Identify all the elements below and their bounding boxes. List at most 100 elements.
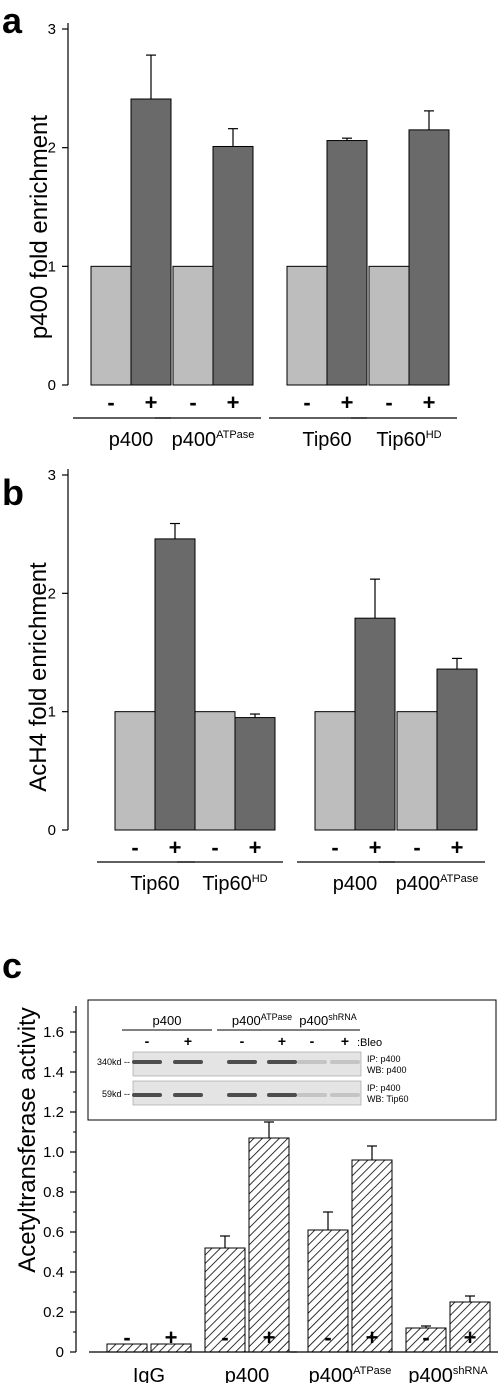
blot-band [297,1093,327,1097]
treatment-label: - [303,390,310,415]
bar [405,1327,447,1353]
group-label-superscript: ATPase [353,1365,391,1377]
y-tick-label: 0 [48,822,56,839]
y-axis-title-a: p400 fold enrichment [26,115,53,339]
blot-wb-label: WB: Tip60 [367,1094,409,1104]
treatment-label: - [211,835,218,860]
group-label: p400ATPase [396,873,479,895]
inset-group-name: p400 [232,1013,261,1028]
treatment-label: - [123,1325,130,1350]
inset-group-superscript: ATPase [261,1012,292,1022]
group-label-name: p400 [109,429,154,451]
panel-letter-c: c [2,945,22,986]
y-tick-label: 1.0 [43,1144,64,1161]
y-tick-label: 0.2 [43,1304,64,1321]
group-label-name: Tip60 [130,873,179,895]
blot-band [132,1060,162,1064]
treatment-label: - [221,1325,228,1350]
chart-panel-c: 00.20.40.60.81.01.21.41.6- + - + - + - +IgG p400… [43,1006,498,1383]
group-label: p400shRNA [408,1365,488,1383]
y-tick-label: 0.4 [43,1264,64,1281]
group-label-name: IgG [133,1365,165,1383]
inset-bleo-label: :Bleo [357,1037,382,1049]
treatment-label: - [107,390,114,415]
treatment-label: + [451,835,464,860]
bar [204,1247,246,1353]
bar [368,265,410,386]
inset-lane-label: + [278,1033,286,1049]
inset-group-name: p400 [153,1013,182,1028]
group-label: p400 [109,429,154,451]
group-label: p400ATPase [309,1365,392,1383]
blot-band [267,1060,297,1064]
treatment-label: + [263,1325,276,1350]
group-label-name: p400 [225,1365,270,1383]
group-label: p400 [225,1365,270,1383]
blot-band [297,1060,327,1064]
y-tick-label: 1 [48,704,56,721]
group-label-superscript: HD [252,873,268,885]
treatment-label: - [324,1325,331,1350]
group-label-name: Tip60 [376,429,425,451]
treatment-label: + [145,390,158,415]
group-label-name: Tip60 [202,873,251,895]
bar [436,668,478,831]
treatment-label: - [331,835,338,860]
group-label-name: p400 [408,1365,453,1383]
y-tick-label: 3 [48,21,56,38]
blot-band [330,1060,360,1064]
treatment-label: + [249,835,262,860]
inset-group-label: p400ATPase [232,1012,292,1028]
bar [286,265,328,386]
bar [314,711,356,831]
y-tick-label: 0 [48,377,56,394]
blot-marker-label: 340kd -- [97,1057,130,1067]
blot-band [267,1093,297,1097]
inset-lane-label: - [310,1033,315,1049]
panel-letter-a: a [2,0,23,41]
bar [396,711,438,831]
y-tick-label: 0.8 [43,1184,64,1201]
inset-lane-label: + [184,1033,192,1049]
treatment-label: + [165,1325,178,1350]
blot-band [173,1060,203,1064]
treatment-label: + [227,390,240,415]
treatment-label: + [366,1325,379,1350]
blot-band [173,1093,203,1097]
inset-group-superscript: shRNA [328,1012,357,1022]
treatment-label: + [423,390,436,415]
treatment-label: - [385,390,392,415]
y-tick-label: 1.2 [43,1104,64,1121]
bar [194,711,236,831]
y-tick-label: 1.4 [43,1064,64,1081]
y-tick-label: 3 [48,467,56,484]
group-label: p400ATPase [172,429,255,451]
blot-band [330,1093,360,1097]
panel-letter-b: b [2,472,24,513]
group-label: Tip60 [130,873,179,895]
group-label: Tip60HD [202,873,267,895]
blot-ip-label: IP: p400 [367,1083,401,1093]
bar [449,1301,491,1353]
bar [307,1229,349,1353]
bar [114,711,156,831]
y-tick-label: 0.6 [43,1224,64,1241]
treatment-label: + [169,835,182,860]
western-blot-inset: p400 p400ATPase p400shRNA- + - + - +:Bleo340kd … [87,999,497,1121]
group-label: IgG [133,1365,165,1383]
group-label-superscript: HD [426,429,442,441]
group-label-name: p400 [333,873,378,895]
bar [130,98,172,386]
bar [354,617,396,831]
treatment-label: - [422,1325,429,1350]
blot-band [132,1093,162,1097]
inset-group-name: p400 [299,1013,328,1028]
inset-group-label: p400shRNA [299,1012,356,1028]
group-label-name: p400 [172,429,217,451]
group-label-name: Tip60 [302,429,351,451]
bar [90,265,132,386]
blot-ip-label: IP: p400 [367,1054,401,1064]
